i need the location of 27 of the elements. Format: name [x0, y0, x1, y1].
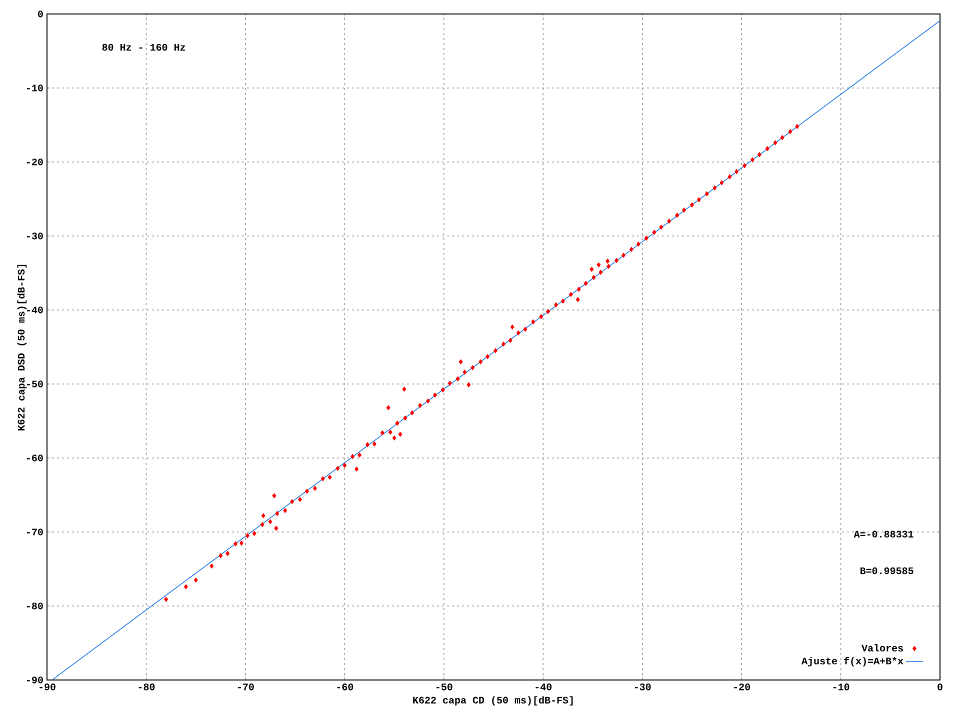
y-tick-label: -70: [27, 528, 43, 536]
legend-label: Valores: [862, 644, 903, 652]
x-tick-label: -30: [634, 684, 651, 690]
y-tick-label: -30: [27, 232, 43, 240]
y-tick-label: -40: [27, 306, 43, 314]
x-tick-label: -20: [734, 684, 750, 690]
x-tick-label: -60: [337, 684, 354, 690]
annotation: A=-0.88331: [854, 530, 914, 538]
x-tick-label: -10: [833, 684, 850, 690]
x-tick-label: -90: [40, 684, 56, 690]
y-tick-label: -80: [27, 602, 43, 610]
y-tick-label: -20: [27, 158, 43, 166]
x-tick-label: -80: [138, 684, 155, 690]
x-tick-label: -40: [536, 684, 552, 690]
y-tick-label: -10: [27, 84, 43, 92]
legend-label: Ajuste f(x)=A+B*x: [802, 656, 904, 666]
annotation: 80 Hz - 160 Hz: [102, 44, 186, 51]
x-tick-label: -70: [238, 684, 254, 690]
x-tick-label: -50: [436, 684, 452, 690]
x-axis-title: K622 capa CD (50 ms)[dB-FS]: [413, 696, 573, 706]
x-tick-label: 0: [938, 684, 942, 690]
y-tick-label: 0: [38, 10, 43, 18]
y-tick-label: -50: [27, 380, 43, 388]
y-tick-label: -60: [27, 454, 43, 462]
y-tick-label: -90: [27, 676, 43, 684]
y-axis-title: K622 capa DSD (50 ms)[dB-FS]: [17, 264, 27, 430]
annotation: B=0.99585: [860, 567, 914, 574]
